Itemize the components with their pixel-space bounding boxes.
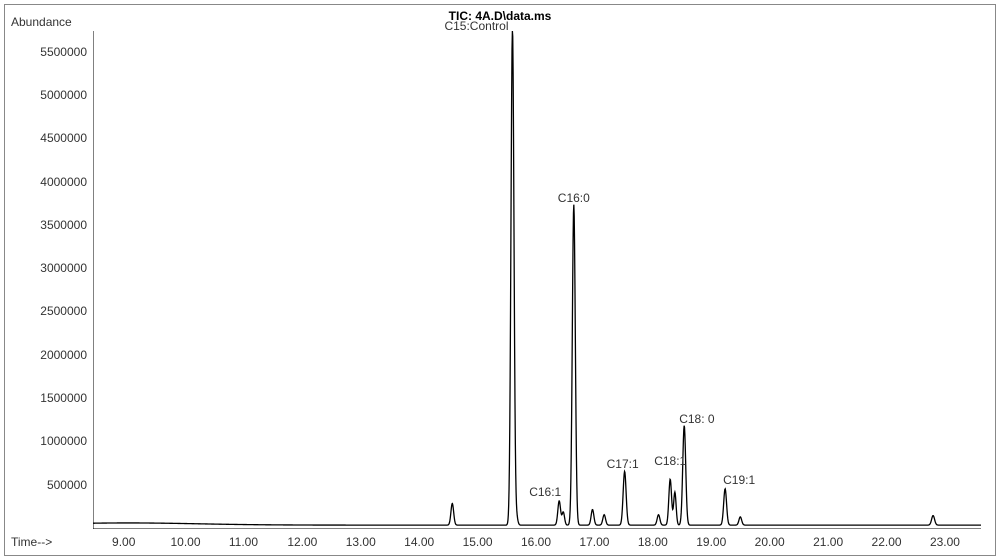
chromatogram-trace — [93, 31, 981, 529]
x-tick-label: 20.00 — [755, 535, 785, 549]
y-tick-label: 500000 — [47, 478, 87, 492]
x-tick-label: 17.00 — [579, 535, 609, 549]
y-tick-label: 5000000 — [40, 88, 87, 102]
peak-label: C18: 0 — [679, 412, 714, 426]
peak-label: C19:1 — [723, 473, 755, 487]
x-tick-label: 23.00 — [930, 535, 960, 549]
peak-label: C16:0 — [558, 191, 590, 205]
peak-label: C15:Control — [444, 19, 508, 33]
x-tick-label: 10.00 — [170, 535, 200, 549]
x-tick-label: 18.00 — [638, 535, 668, 549]
x-tick-label: 15.00 — [463, 535, 493, 549]
y-tick-label: 2000000 — [40, 348, 87, 362]
x-tick-label: 22.00 — [872, 535, 902, 549]
y-tick-label: 1000000 — [40, 434, 87, 448]
y-tick-label: 3500000 — [40, 218, 87, 232]
y-tick-label: 5500000 — [40, 45, 87, 59]
x-tick-label: 12.00 — [287, 535, 317, 549]
plot-area — [93, 31, 981, 529]
y-tick-label: 3000000 — [40, 261, 87, 275]
x-axis-title: Time--> — [11, 535, 52, 549]
x-tick-label: 13.00 — [346, 535, 376, 549]
peak-label: C16:1 — [529, 485, 561, 499]
x-tick-label: 19.00 — [696, 535, 726, 549]
chart-frame: Abundance TIC: 4A.D\data.ms Time--> 5000… — [4, 4, 996, 556]
x-tick-label: 14.00 — [404, 535, 434, 549]
x-tick-label: 9.00 — [112, 535, 135, 549]
x-tick-label: 11.00 — [229, 535, 258, 549]
x-tick-label: 21.00 — [813, 535, 843, 549]
y-tick-label: 4000000 — [40, 175, 87, 189]
peak-label: C18:1 — [654, 454, 686, 468]
y-tick-label: 4500000 — [40, 131, 87, 145]
peak-label: C17:1 — [607, 457, 639, 471]
y-tick-label: 2500000 — [40, 304, 87, 318]
y-tick-label: 1500000 — [40, 391, 87, 405]
x-tick-label: 16.00 — [521, 535, 551, 549]
